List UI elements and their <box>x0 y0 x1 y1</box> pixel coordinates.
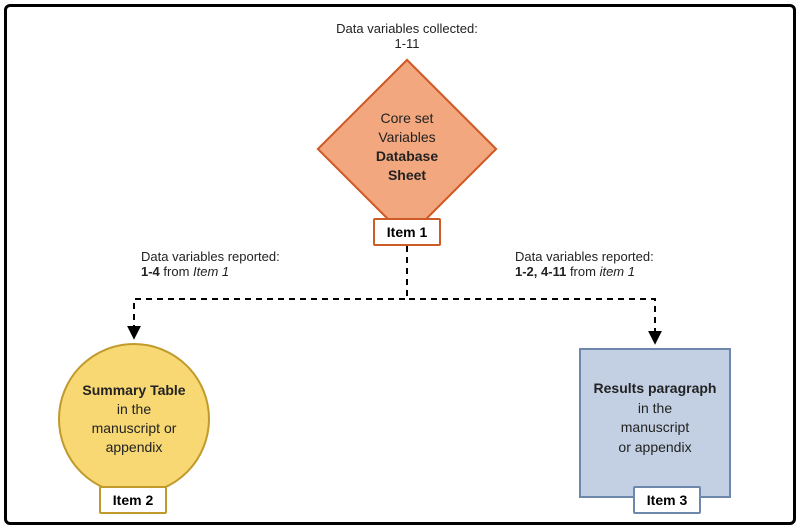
item-tag-3: Item 3 <box>633 486 701 514</box>
left-annotation-line2-mid: from <box>160 264 193 279</box>
diamond-label-line2: Variables <box>329 128 485 147</box>
circle-label: Summary Table in the manuscript or appen… <box>54 381 214 457</box>
left-annotation-line2-ital: Item 1 <box>193 264 229 279</box>
circle-label-line4: appendix <box>54 438 214 457</box>
item-tag-2: Item 2 <box>99 486 167 514</box>
diamond-label-line3: Database <box>329 147 485 166</box>
left-annotation-line2: 1-4 from Item 1 <box>141 264 341 279</box>
square-label-line1: Results paragraph <box>569 379 741 399</box>
left-annotation: Data variables reported: 1-4 from Item 1 <box>141 249 341 279</box>
square-label: Results paragraph in the manuscript or a… <box>569 379 741 457</box>
left-annotation-line2-bold: 1-4 <box>141 264 160 279</box>
item-tag-3-text: Item 3 <box>647 492 687 508</box>
right-annotation-line2-mid: from <box>566 264 599 279</box>
top-annotation-line2: 1-11 <box>267 36 547 51</box>
item-tag-1-text: Item 1 <box>387 224 427 240</box>
right-annotation-line2-ital: item 1 <box>600 264 635 279</box>
square-label-line2: in the <box>569 399 741 419</box>
top-annotation: Data variables collected: 1-11 <box>267 21 547 51</box>
square-label-line3: manuscript <box>569 418 741 438</box>
right-annotation-line1: Data variables reported: <box>515 249 735 264</box>
item-tag-1: Item 1 <box>373 218 441 246</box>
item-tag-2-text: Item 2 <box>113 492 153 508</box>
diamond-label: Core set Variables Database Sheet <box>329 109 485 185</box>
diagram-frame: Data variables collected: 1-11 Core set … <box>4 4 796 525</box>
top-annotation-line1: Data variables collected: <box>267 21 547 36</box>
right-annotation-line2: 1-2, 4-11 from item 1 <box>515 264 735 279</box>
square-label-line4: or appendix <box>569 438 741 458</box>
circle-label-line1: Summary Table <box>54 381 214 400</box>
right-annotation: Data variables reported: 1-2, 4-11 from … <box>515 249 735 279</box>
circle-label-line2: in the <box>54 400 214 419</box>
right-annotation-line2-bold: 1-2, 4-11 <box>515 264 566 279</box>
diamond-label-line4: Sheet <box>329 166 485 185</box>
circle-label-line3: manuscript or <box>54 419 214 438</box>
diamond-label-line1: Core set <box>329 109 485 128</box>
left-annotation-line1: Data variables reported: <box>141 249 341 264</box>
